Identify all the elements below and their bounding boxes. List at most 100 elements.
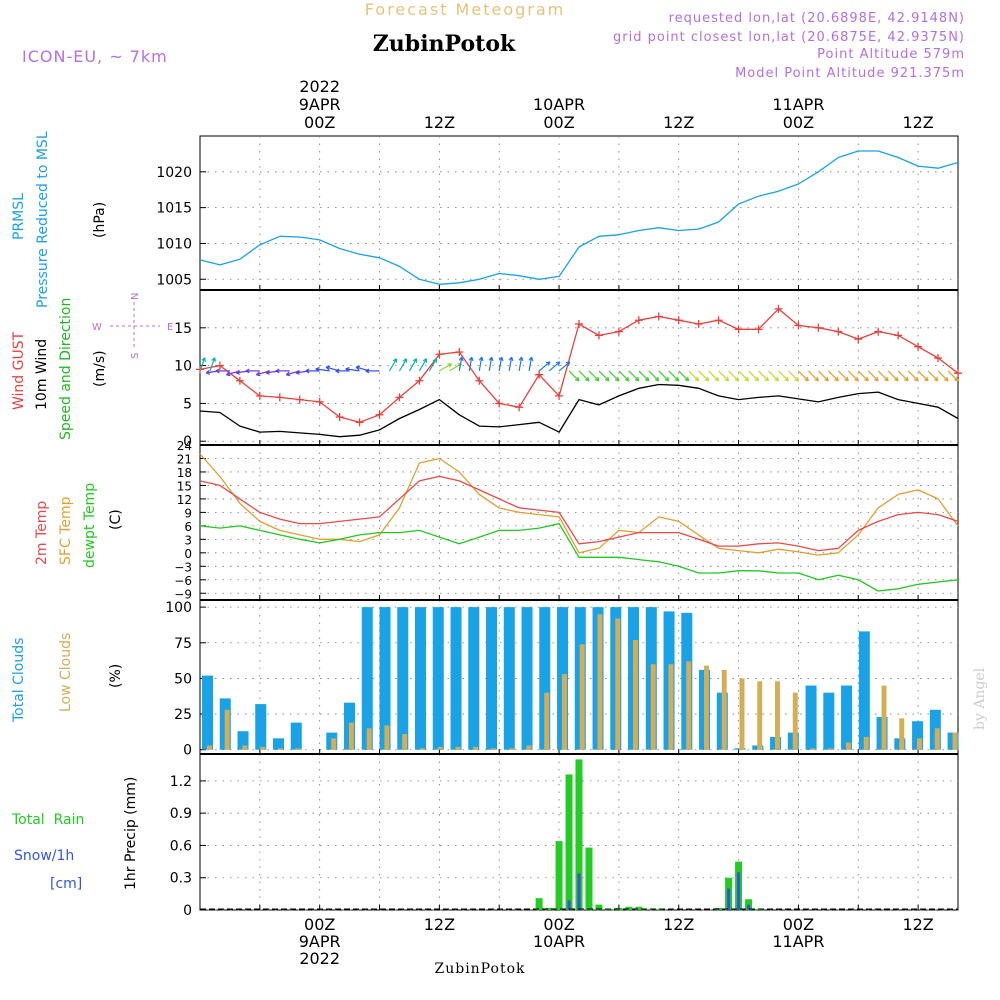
low-cloud-bar xyxy=(260,746,266,750)
wind-arrow-head xyxy=(784,376,789,382)
y-tick-label: 0 xyxy=(183,743,192,759)
wind-arrow-head xyxy=(704,376,710,382)
wind-direction-arrow xyxy=(518,357,523,372)
wind-arrow-head xyxy=(422,358,428,363)
low-cloud-bar xyxy=(686,661,692,750)
low-cloud-bar xyxy=(757,681,763,750)
top-time-label: 00Z xyxy=(783,113,814,132)
low-cloud-bar xyxy=(704,665,709,750)
wind-gust-label: Wind GUST xyxy=(11,331,27,410)
gust-marker xyxy=(854,335,863,344)
total-cloud-bar xyxy=(290,722,302,750)
wind-direction-arrow xyxy=(548,361,561,372)
wind-arrow-head xyxy=(478,356,484,362)
y-tick-label: 5 xyxy=(183,396,192,412)
total-cloud-bar xyxy=(237,731,249,750)
total-cloud-bar xyxy=(858,631,870,750)
wind-direction-arrow xyxy=(768,370,779,382)
compass-north: N xyxy=(130,293,141,300)
wind-arrow-head xyxy=(654,376,660,382)
bottom-time-label: 12Z xyxy=(424,915,455,934)
gust-marker xyxy=(215,361,224,370)
total-cloud-bar xyxy=(255,704,267,750)
wind-direction-arrow xyxy=(618,370,630,382)
total-cloud-bar xyxy=(432,607,444,750)
rain-bar xyxy=(595,904,603,910)
y-tick-label: 25 xyxy=(174,707,192,723)
wind-direction-arrow xyxy=(877,370,889,382)
wind-direction-arrow xyxy=(807,370,819,382)
low-cloud-bar xyxy=(561,674,567,750)
wind-direction-arrow xyxy=(817,370,829,382)
wind-arrow-head xyxy=(215,368,220,374)
wind-direction-arrow xyxy=(508,357,513,372)
low-cloud-bar xyxy=(366,728,372,750)
wind-arrow-head xyxy=(365,368,370,374)
gust-marker xyxy=(455,348,464,356)
wind-direction-arrow xyxy=(688,370,700,382)
wind-arrow-head xyxy=(874,376,879,382)
wind-arrow-head xyxy=(764,376,770,382)
wind-arrow-head xyxy=(594,376,600,382)
pressure-msl-label: Pressure Reduced to MSL xyxy=(35,131,51,308)
rain-bar xyxy=(545,907,553,910)
wind-arrow-head xyxy=(498,356,504,362)
y-tick-label: 1010 xyxy=(156,236,192,252)
wind-direction-arrow xyxy=(668,370,680,382)
wind-arrow-head xyxy=(412,358,418,363)
total-cloud-bar xyxy=(912,721,924,750)
wind-direction-arrow xyxy=(718,370,729,382)
y-tick-label: 0 xyxy=(184,547,192,561)
gust-marker xyxy=(874,327,883,336)
precip-panel-labels: Total Rain Snow/1h [cm] 1hr Precip (mm) xyxy=(11,777,139,892)
low-cloud-bar xyxy=(331,738,337,750)
rain-bar xyxy=(635,906,643,910)
gust-marker xyxy=(295,395,304,404)
y-tick-label: 50 xyxy=(174,671,192,687)
gust-marker xyxy=(794,321,803,330)
wind-arrow-head xyxy=(724,376,730,382)
wind-arrow-head xyxy=(265,369,270,375)
cloud-unit: (%) xyxy=(108,664,124,688)
temp-dewpt-label: dewpt Temp xyxy=(82,483,98,568)
low-cloud-bar xyxy=(224,709,230,750)
gust-marker xyxy=(515,403,524,412)
panels: 1005101010151020051015−9−6−3036912151821… xyxy=(156,135,962,919)
wind-arrow-head xyxy=(201,357,206,362)
temp-unit: (C) xyxy=(108,509,124,530)
snow-bar xyxy=(567,900,571,910)
wind-arrow-head xyxy=(904,376,909,382)
y-tick-label: 1015 xyxy=(156,201,192,217)
low-cloud-bar xyxy=(597,614,603,750)
compass-rose: W E N S xyxy=(92,293,173,359)
rain-bar xyxy=(535,898,543,910)
wind-arrow-head xyxy=(447,363,453,368)
wind-direction-arrow xyxy=(827,370,839,382)
wind-arrow-head xyxy=(923,376,929,382)
temp-sfc-label: SFC Temp xyxy=(58,496,74,565)
wind-arrow-head xyxy=(468,356,474,362)
wind-direction-arrow xyxy=(867,370,879,382)
low-cloud-bar xyxy=(473,746,479,750)
wind-arrow-head xyxy=(933,376,939,382)
gust-marker xyxy=(275,393,284,402)
pressure-panel-labels: PRMSL Pressure Reduced to MSL (hPa) xyxy=(11,131,108,308)
low-cloud-bar xyxy=(632,639,638,750)
total-cloud-bar xyxy=(823,692,835,750)
gust-marker xyxy=(594,331,603,340)
rain-bar xyxy=(555,841,563,910)
wind-speed-line xyxy=(199,383,959,438)
total-cloud-bar xyxy=(202,675,214,750)
wind-arrow-head xyxy=(714,376,720,382)
snow-unit-label: [cm] xyxy=(50,876,82,892)
wind-direction-arrow xyxy=(778,370,789,382)
y-tick-label: 6 xyxy=(184,520,192,534)
wind-direction-arrow xyxy=(578,370,590,382)
total-cloud-bar xyxy=(273,738,285,750)
wind-direction-arrow xyxy=(927,370,939,382)
gust-marker xyxy=(654,312,663,321)
wind-arrow-head xyxy=(953,376,959,382)
top-time-label: 12Z xyxy=(424,113,455,132)
bottom-time-label: 00Z xyxy=(543,915,574,934)
wind-arrow-head xyxy=(884,376,889,382)
